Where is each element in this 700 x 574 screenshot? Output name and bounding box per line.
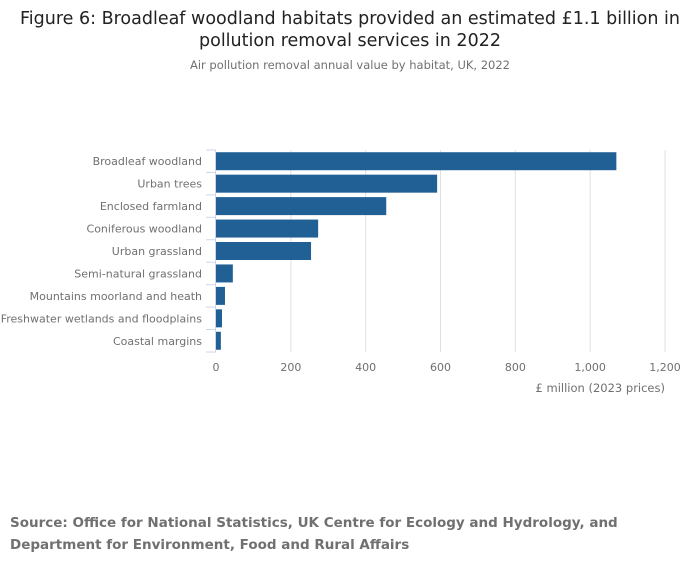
x-tick-label: 600 (430, 361, 451, 374)
y-tick-label: Coastal margins (113, 335, 202, 348)
y-tick-label: Semi-natural grassland (74, 267, 202, 280)
y-tick-label: Enclosed farmland (100, 200, 202, 213)
bar-semi-natural-grassland (216, 264, 233, 283)
y-tick-label: Coniferous woodland (87, 223, 202, 236)
y-tick-label: Freshwater wetlands and floodplains (1, 312, 203, 325)
bar-urban-trees (216, 174, 438, 193)
y-tick-label: Urban grassland (112, 245, 202, 258)
bar-freshwater-wetlands-and-floodplains (216, 309, 222, 328)
x-tick-label: 0 (213, 361, 220, 374)
x-tick-label: 1,000 (574, 361, 606, 374)
x-tick-label: 400 (355, 361, 376, 374)
x-axis-title: £ million (2023 prices) (536, 381, 665, 395)
chart-subtitle: Air pollution removal annual value by ha… (189, 58, 511, 72)
source-note: Source: Office for National Statistics, … (10, 515, 618, 553)
bar-coniferous-woodland (216, 219, 319, 238)
bar-enclosed-farmland (216, 197, 387, 216)
x-tick-label: 1,200 (649, 361, 681, 374)
x-tick-label: 200 (280, 361, 301, 374)
bar-chart: 0 200 400 600 800 1,000 1,200 Broadleaf woodlan… (1, 149, 681, 395)
bar-coastal-margins (216, 331, 221, 350)
chart-title: Figure 6: Broadleaf woodland habitats pr… (20, 9, 680, 51)
y-tick-label: Broadleaf woodland (93, 155, 202, 168)
bar-mountains-moorland-and-heath (216, 286, 225, 305)
bar-broadleaf-woodland (216, 152, 617, 171)
x-tick-label: 800 (505, 361, 526, 374)
y-tick-label: Mountains moorland and heath (30, 290, 202, 303)
y-tick-label: Urban trees (137, 178, 202, 191)
bar-urban-grassland (216, 242, 312, 260)
